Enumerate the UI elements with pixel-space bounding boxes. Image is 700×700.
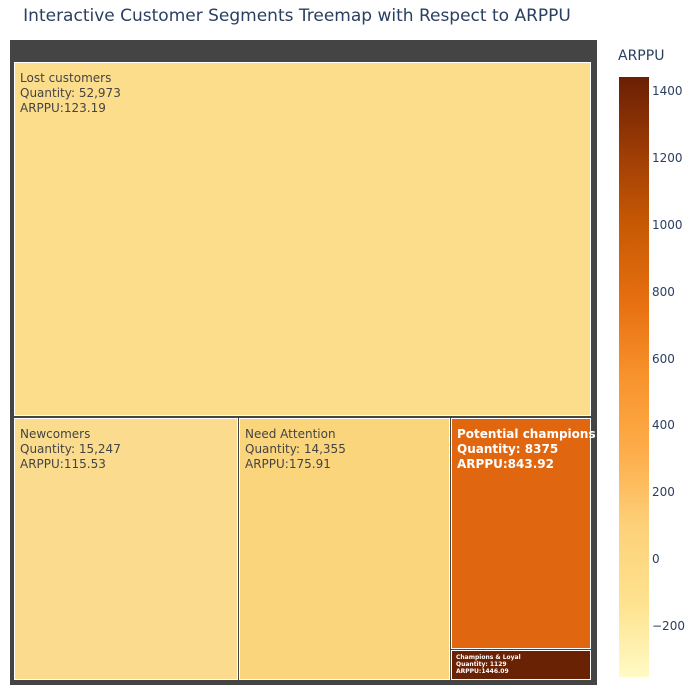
colorbar-tick-label: 1200 [652, 151, 683, 166]
colorbar-gradient [619, 77, 649, 677]
colorbar-tick-label: 1400 [652, 84, 683, 99]
tile-newcomers[interactable]: Newcomers Quantity: 15,247 ARPPU:115.53 [14, 418, 238, 680]
tile-need-attention[interactable]: Need Attention Quantity: 14,355 ARPPU:17… [239, 418, 450, 680]
segment-name: Lost customers [20, 71, 112, 85]
segment-arppu: ARPPU:1446.09 [456, 668, 509, 675]
segment-name: Potential champions [457, 427, 596, 441]
colorbar-tick-label: 600 [652, 351, 675, 366]
segment-arppu: ARPPU:175.91 [245, 457, 331, 471]
tile-label: Lost customers Quantity: 52,973 ARPPU:12… [20, 71, 121, 116]
colorbar-tick-label: 400 [652, 418, 675, 433]
colorbar-tick-label: 1000 [652, 218, 683, 233]
colorbar-title: ARPPU [618, 48, 665, 64]
segment-name: Newcomers [20, 427, 91, 441]
colorbar-tick-label: 0 [652, 552, 660, 567]
segment-arppu: ARPPU:123.19 [20, 101, 106, 115]
tile-potential-champions[interactable]: Potential champions Quantity: 8375 ARPPU… [451, 418, 596, 649]
tile-champions-loyal[interactable]: Champions & Loyal Quantity: 1129 ARPPU:1… [451, 650, 591, 680]
segment-quantity: Quantity: 8375 [457, 442, 559, 456]
tile-label: Potential champions Quantity: 8375 ARPPU… [457, 427, 596, 472]
colorbar-tick-label: −200 [652, 618, 685, 633]
chart-title: Interactive Customer Segments Treemap wi… [23, 6, 571, 26]
colorbar-tick-label: 200 [652, 485, 675, 500]
segment-quantity: Quantity: 15,247 [20, 442, 121, 456]
segment-quantity: Quantity: 1129 [456, 661, 507, 668]
segment-name: Champions & Loyal [456, 654, 521, 661]
segment-quantity: Quantity: 52,973 [20, 86, 121, 100]
segment-quantity: Quantity: 14,355 [245, 442, 346, 456]
tile-label: Champions & Loyal Quantity: 1129 ARPPU:1… [456, 654, 521, 675]
tile-label: Need Attention Quantity: 14,355 ARPPU:17… [245, 427, 346, 472]
segment-arppu: ARPPU:843.92 [457, 457, 554, 471]
colorbar-tick-label: 800 [652, 284, 675, 299]
tile-lost-customers[interactable]: Lost customers Quantity: 52,973 ARPPU:12… [14, 62, 591, 416]
tile-label: Newcomers Quantity: 15,247 ARPPU:115.53 [20, 427, 121, 472]
segment-name: Need Attention [245, 427, 336, 441]
segment-arppu: ARPPU:115.53 [20, 457, 106, 471]
